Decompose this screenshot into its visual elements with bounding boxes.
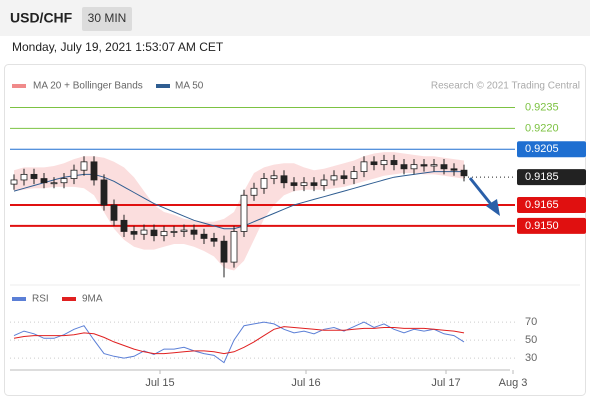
level-label: 0.9185 [525, 171, 559, 183]
candle-body [440, 164, 448, 170]
candle-body [370, 161, 378, 166]
candle-body [110, 204, 118, 221]
indicator-line [13, 326, 465, 355]
y-tick-label: 50 [525, 334, 537, 346]
candle-body [430, 164, 438, 167]
level-box [517, 141, 586, 158]
candle-body [180, 229, 188, 232]
candle-body [160, 231, 168, 237]
candle-body [50, 182, 58, 185]
candle-body [380, 160, 388, 166]
candle-body [310, 182, 318, 186]
x-tick-label: Jul 17 [431, 377, 460, 389]
ma-line [13, 171, 464, 230]
candle-body [410, 164, 418, 170]
candle-body [260, 178, 268, 189]
candle-body [210, 238, 218, 242]
candle-body [300, 182, 308, 186]
candle-body [70, 169, 78, 179]
candle-body [280, 175, 288, 184]
level-label: 0.9235 [525, 101, 559, 113]
candle-body [190, 229, 198, 235]
candle-body [270, 175, 278, 179]
candle-body [90, 161, 98, 181]
level-label: 0.9165 [525, 199, 559, 211]
candle-body [460, 169, 468, 177]
forecast-arrow [468, 177, 496, 209]
candle-body [290, 182, 298, 186]
level-label: 0.9150 [525, 220, 559, 232]
x-tick-label: Jul 16 [291, 377, 320, 389]
candle-body [30, 173, 38, 179]
timeframe-button[interactable] [82, 7, 132, 31]
candle-body [40, 178, 48, 184]
candle-body [320, 179, 328, 186]
candle-body [330, 175, 338, 181]
candle-body [230, 231, 238, 263]
legend-swatch [12, 297, 26, 301]
candle-body [360, 161, 368, 172]
level-label: 0.9220 [525, 122, 559, 134]
level-box [517, 217, 586, 234]
candle-body [80, 161, 88, 171]
candle-body [60, 178, 68, 184]
candle-body [140, 229, 148, 235]
candle-body [20, 173, 28, 181]
candle-body [130, 231, 138, 235]
candle-body [450, 168, 458, 171]
candle-body [150, 229, 158, 237]
chart-frame [4, 64, 586, 396]
legend-swatch [62, 297, 76, 301]
legend-label: MA 20 + Bollinger Bands [33, 81, 143, 92]
legend-label: MA 50 [175, 81, 204, 92]
candle-body [420, 164, 428, 167]
x-tick-label: Jul 15 [145, 377, 174, 389]
legend-label: RSI [32, 294, 49, 305]
candle-body [350, 171, 358, 179]
legend-swatch [12, 84, 26, 88]
y-tick-label: 70 [525, 316, 537, 328]
candle-body [240, 194, 248, 232]
timestamp: Monday, July 19, 2021 1:53:07 AM CET [12, 40, 224, 54]
x-tick-label: Aug 3 [499, 377, 528, 389]
legend-swatch [156, 84, 170, 88]
level-box [517, 197, 586, 214]
candle-body [390, 160, 398, 166]
candle-body [220, 240, 228, 263]
candle-body [340, 175, 348, 179]
candle-body [250, 187, 258, 196]
candle-body [120, 219, 128, 232]
candle-body [100, 179, 108, 206]
level-label: 0.9205 [525, 143, 559, 155]
bollinger-band [14, 152, 464, 271]
level-box [517, 169, 586, 186]
candle-body [200, 233, 208, 239]
credit: Research © 2021 Trading Central [431, 81, 580, 92]
symbol: USD/CHF [10, 10, 73, 26]
candle-body [10, 179, 18, 185]
forecast-arrowhead [486, 199, 500, 216]
legend-label: 9MA [82, 294, 103, 305]
candle-body [170, 231, 178, 233]
y-tick-label: 30 [525, 352, 537, 364]
candle-body [400, 164, 408, 170]
timeframe[interactable]: 30 MIN [88, 11, 127, 25]
